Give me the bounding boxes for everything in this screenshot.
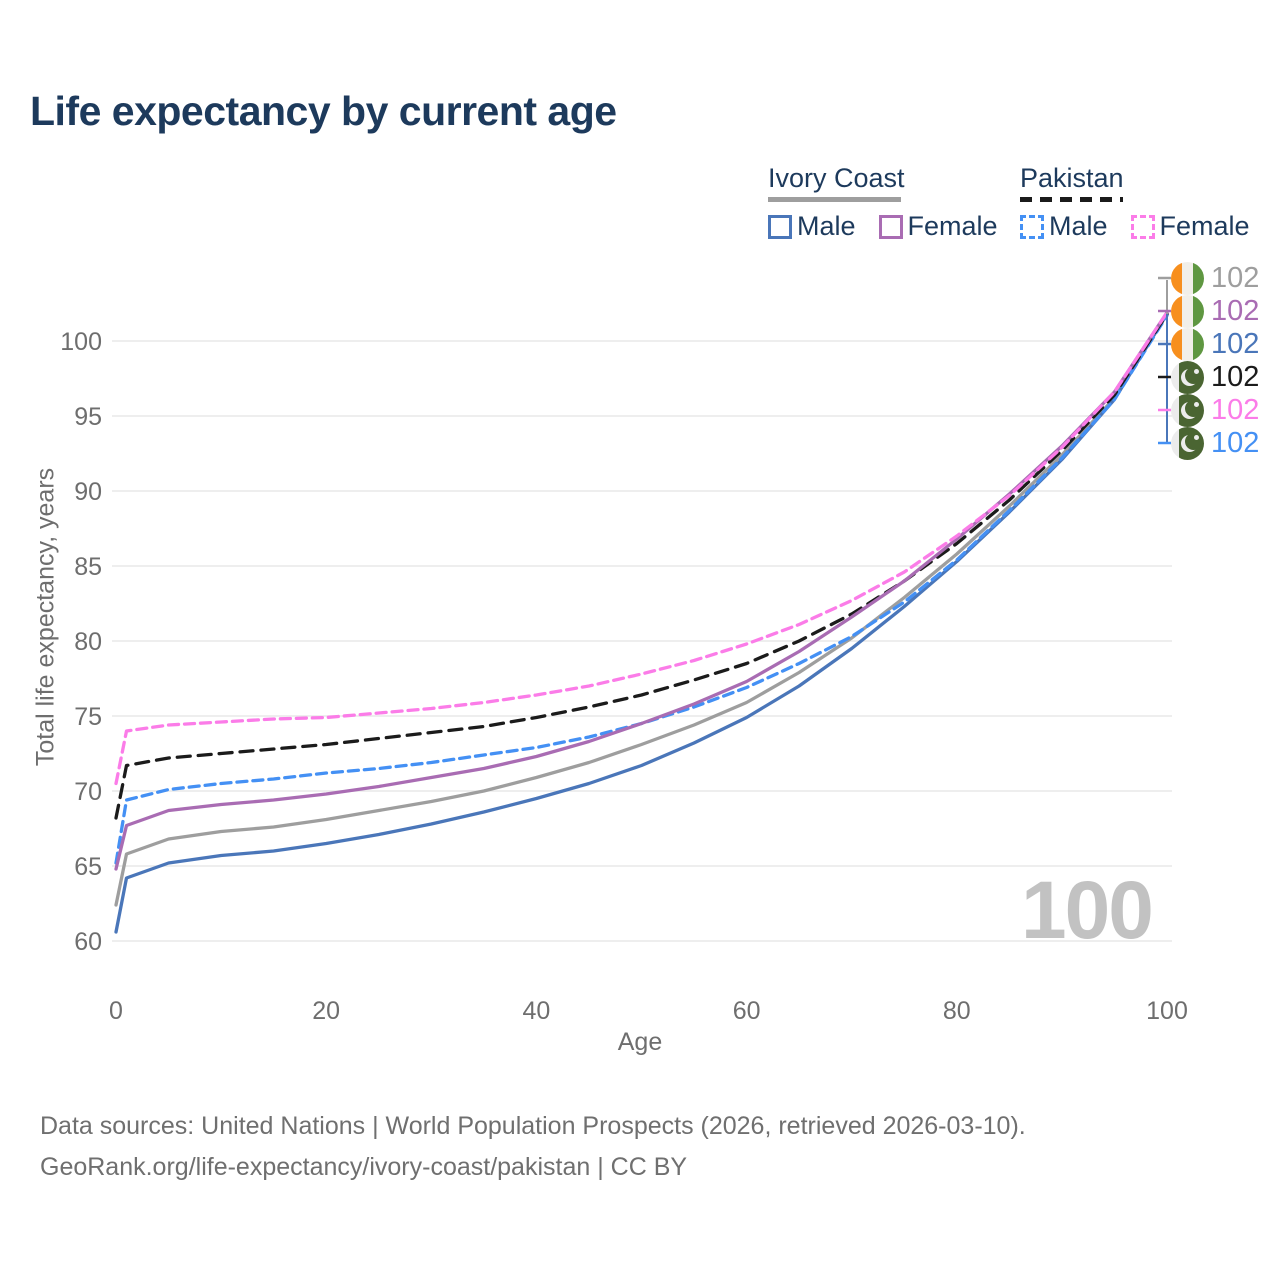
source-url-line: GeoRank.org/life-expectancy/ivory-coast/… <box>40 1153 688 1181</box>
y-tick-label: 65 <box>74 853 102 881</box>
legend-item-ivory-coast-male[interactable]: Male <box>768 211 856 242</box>
x-tick-label: 80 <box>943 997 971 1025</box>
x-tick-label: 0 <box>109 997 123 1025</box>
legend-item-pakistan-male[interactable]: Male <box>1020 211 1108 242</box>
series-end-value: 102 <box>1211 261 1260 294</box>
series-end-value: 102 <box>1211 393 1260 426</box>
end-label-row: 102 <box>1171 294 1259 328</box>
checkbox-ivory-coast-male[interactable] <box>768 214 792 239</box>
series-line-ivory-coast-male <box>114 312 1169 934</box>
legend-label-ivory-coast-female: Female <box>907 211 998 241</box>
series-line-pakistan-male <box>114 313 1169 865</box>
ivory-coast-flag-icon <box>1171 261 1204 295</box>
legend-group-pakistan: Pakistan Male Female <box>1020 163 1250 242</box>
legend-group-ivory-coast: Ivory Coast Male Female <box>768 163 998 242</box>
pakistan-flag-icon <box>1171 360 1204 394</box>
pakistan-flag-icon <box>1171 393 1204 427</box>
series-line-ivory-coast-female <box>114 310 1169 871</box>
x-axis-title: Age <box>617 1028 663 1056</box>
x-tick-label: 60 <box>733 997 761 1025</box>
ivory-coast-flag-icon <box>1171 327 1204 361</box>
end-label-row: 102 <box>1171 393 1259 427</box>
star-icon <box>1194 368 1199 374</box>
series-end-value: 102 <box>1211 426 1260 459</box>
legend-label-pakistan-male: Male <box>1049 211 1108 241</box>
y-tick-label: 90 <box>74 478 102 506</box>
pakistan-flag-icon <box>1171 426 1204 460</box>
dashed-line-style-icon <box>1020 197 1123 202</box>
y-tick-label: 60 <box>74 928 102 956</box>
series-end-value: 102 <box>1211 327 1260 360</box>
checkbox-ivory-coast-female[interactable] <box>878 214 903 239</box>
end-label-row: 102 <box>1171 327 1259 361</box>
y-tick-label: 100 <box>60 328 102 356</box>
star-icon <box>1194 434 1199 440</box>
checkbox-pakistan-female[interactable] <box>1130 214 1155 239</box>
legend-label-ivory-coast-male: Male <box>797 211 856 241</box>
series-end-value: 102 <box>1211 294 1260 327</box>
series-line-pakistan-both-sexes- <box>114 312 1169 820</box>
end-label-row: 102 <box>1171 360 1259 394</box>
x-tick-label: 20 <box>312 997 340 1025</box>
ivory-coast-flag-icon <box>1171 294 1204 328</box>
data-sources-line: Data sources: United Nations | World Pop… <box>40 1112 1026 1140</box>
age-counter-watermark: 100 <box>1021 865 1154 956</box>
series-line-ivory-coast-both-sexes- <box>114 312 1169 907</box>
y-axis-title: Total life expectancy, years <box>31 467 60 767</box>
attribution-footer: Data sources: United Nations | World Pop… <box>40 1106 1026 1188</box>
y-tick-label: 85 <box>74 553 102 581</box>
checkbox-pakistan-male[interactable] <box>1020 214 1044 239</box>
solid-line-style-icon <box>768 197 901 202</box>
y-tick-label: 75 <box>74 703 102 731</box>
x-tick-label: 40 <box>522 997 550 1025</box>
chart-title: Life expectancy by current age <box>30 88 617 134</box>
legend-title-pakistan[interactable]: Pakistan <box>1020 163 1124 193</box>
series-end-value: 102 <box>1211 360 1260 393</box>
legend-title-ivory-coast[interactable]: Ivory Coast <box>768 163 905 193</box>
y-tick-label: 70 <box>74 778 102 806</box>
end-label-row: 102 <box>1171 261 1259 295</box>
series-line-pakistan-female <box>114 310 1169 786</box>
y-tick-label: 80 <box>74 628 102 656</box>
star-icon <box>1194 401 1199 407</box>
legend-item-pakistan-female[interactable]: Female <box>1130 211 1250 242</box>
x-tick-label: 100 <box>1146 997 1188 1025</box>
y-tick-label: 95 <box>74 403 102 431</box>
end-label-row: 102 <box>1171 426 1259 460</box>
legend-item-ivory-coast-female[interactable]: Female <box>878 211 998 242</box>
legend-label-pakistan-female: Female <box>1159 211 1250 241</box>
